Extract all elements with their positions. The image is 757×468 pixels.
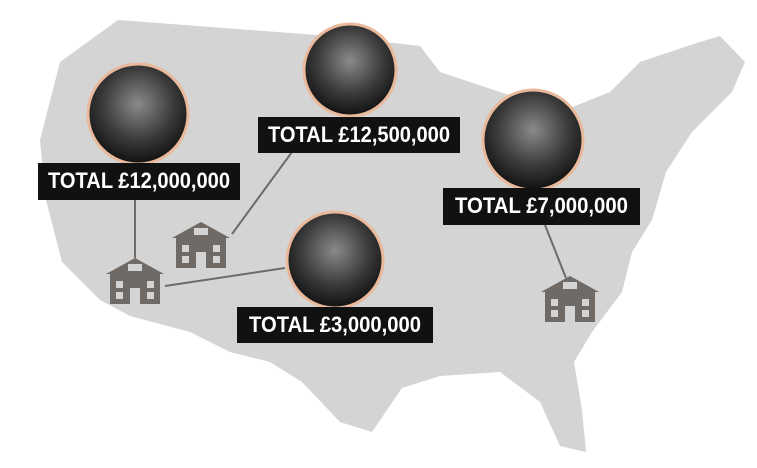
portrait <box>481 88 585 192</box>
callout-box <box>237 307 433 343</box>
portrait <box>285 210 385 310</box>
callout-box <box>258 117 460 153</box>
callout-label: TOTAL £3,000,000 <box>249 312 421 337</box>
callout-box <box>443 188 640 225</box>
callout-label: TOTAL £7,000,000 <box>455 193 628 218</box>
connector <box>164 267 286 287</box>
portrait <box>86 62 190 166</box>
portrait <box>302 22 398 118</box>
connector <box>231 151 293 235</box>
callout-label: TOTAL £12,500,000 <box>268 122 450 147</box>
connector <box>544 224 567 279</box>
callout-box <box>38 163 240 200</box>
callout-label: TOTAL £12,000,000 <box>48 168 230 193</box>
